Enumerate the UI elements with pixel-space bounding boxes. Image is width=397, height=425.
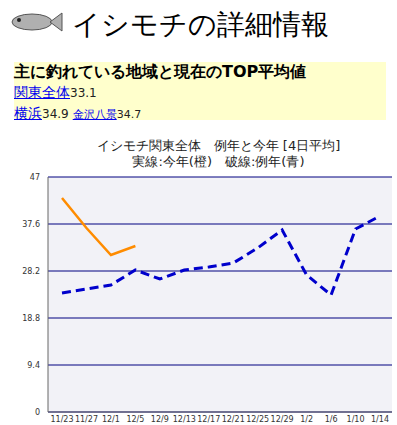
html-text:実線:今年(橙) 破線:例年(青): 実線:今年(橙) 破線:例年(青) (132, 154, 305, 169)
svg-text:12/13: 12/13 (173, 415, 196, 424)
svg-text:1/6: 1/6 (325, 415, 338, 424)
html-text:イシモチの詳細情報: イシモチの詳細情報 (72, 8, 329, 41)
html-text:横浜34.9 金沢八景34.7: 横浜34.9 金沢八景34.7 (14, 105, 142, 121)
svg-text:12/25: 12/25 (246, 415, 269, 424)
html-text:関東全体33.1: 関東全体33.1 (14, 84, 97, 100)
svg-text:11/27: 11/27 (75, 415, 98, 424)
svg-text:12/21: 12/21 (222, 415, 245, 424)
svg-text:12/5: 12/5 (126, 415, 144, 424)
svg-text:11/23: 11/23 (50, 415, 73, 424)
html-text:主に釣れている地域と現在のTOP平均値: 主に釣れている地域と現在のTOP平均値 (14, 62, 307, 81)
svg-text:12/29: 12/29 (271, 415, 294, 424)
svg-text:28.2: 28.2 (22, 267, 40, 276)
svg-text:12/1: 12/1 (102, 415, 120, 424)
svg-text:37.6: 37.6 (22, 220, 40, 229)
svg-text:47: 47 (30, 173, 40, 182)
svg-text:1/14: 1/14 (371, 415, 389, 424)
svg-text:1/10: 1/10 (347, 415, 365, 424)
svg-text:0: 0 (35, 408, 40, 417)
svg-text:1/2: 1/2 (300, 415, 313, 424)
svg-text:12/17: 12/17 (197, 415, 220, 424)
svg-text:18.8: 18.8 (22, 314, 40, 323)
html-text:イシモチ関東全体 例年と今年 [4日平均]: イシモチ関東全体 例年と今年 [4日平均] (96, 138, 341, 153)
svg-text:12/9: 12/9 (151, 415, 169, 424)
svg-text:9.4: 9.4 (27, 361, 40, 370)
